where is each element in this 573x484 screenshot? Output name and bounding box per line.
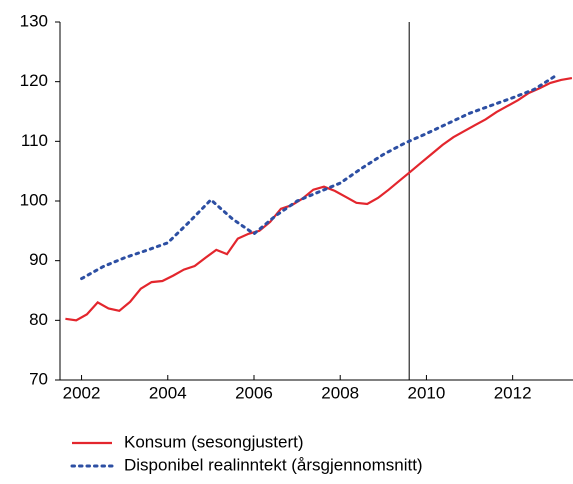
y-tick-label: 70 [29,369,48,388]
y-tick-label: 90 [29,250,48,269]
y-tick-label: 110 [21,131,48,150]
data-line [65,77,573,322]
y-tick-label: 100 [20,190,48,209]
x-tick-label: 2006 [235,383,273,402]
x-tick-label: 2002 [63,383,101,402]
y-tick-label: 80 [29,310,48,329]
y-tick-label: 120 [20,71,48,90]
x-tick-label: 2010 [408,383,446,402]
legend-label: Disponibel realinntekt (årsgjennomsnitt) [124,455,423,474]
y-tick-label: 130 [20,11,48,30]
x-tick-label: 2012 [494,383,532,402]
x-tick-label: 2004 [149,383,187,402]
legend-label: Konsum (sesongjustert) [124,432,304,451]
x-tick-label: 2008 [321,383,359,402]
data-line [80,74,558,281]
